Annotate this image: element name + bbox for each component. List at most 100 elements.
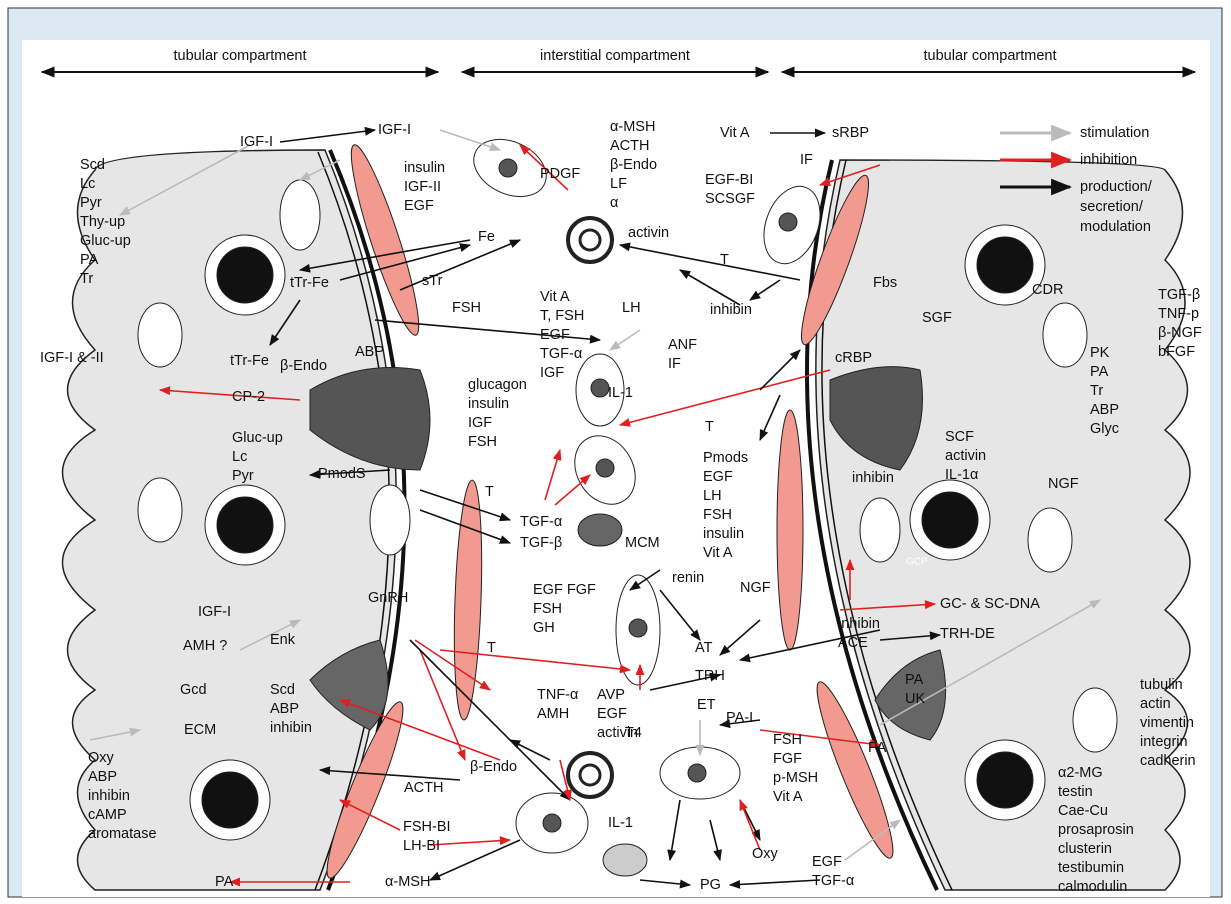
label: testin: [1058, 784, 1093, 800]
label: GC- & SC-DNA: [940, 596, 1040, 612]
label: insulin: [404, 160, 445, 176]
label: testibumin: [1058, 860, 1124, 876]
label: TGF-α: [812, 873, 854, 889]
label: FSH: [773, 732, 802, 748]
label: Vit A: [703, 545, 733, 561]
label: tTr-Fe: [290, 275, 329, 291]
label: cadherin: [1140, 753, 1196, 769]
label: IL-1: [608, 385, 633, 401]
label: PA: [80, 252, 99, 268]
label: FSH: [533, 601, 562, 617]
label: IF: [668, 356, 681, 372]
label: inhibin: [852, 470, 894, 486]
label: GCP: [906, 557, 928, 568]
label: T: [720, 252, 729, 268]
label: AMH ?: [183, 638, 227, 654]
label: Vit A: [773, 789, 803, 805]
label: ANF: [668, 337, 697, 353]
label: PA: [868, 740, 887, 756]
label: T: [485, 484, 494, 500]
label: Gluc-up: [232, 430, 283, 446]
label: inhibin: [838, 616, 880, 632]
label: PDGF: [540, 166, 580, 182]
label: IGF-I: [378, 122, 411, 138]
label: AT: [695, 640, 713, 656]
label: PK: [1090, 345, 1110, 361]
legend-label: production/: [1080, 179, 1153, 195]
label: NGF: [740, 580, 771, 596]
label: α2-MG: [1058, 765, 1103, 781]
label: Fbs: [873, 275, 897, 291]
label: Tr: [1090, 383, 1103, 399]
label: T: [705, 419, 714, 435]
label: SCSGF: [705, 191, 755, 207]
label: Pyr: [232, 468, 254, 484]
label: FSH-BI: [403, 819, 451, 835]
label: ABP: [270, 701, 299, 717]
label: vimentin: [1140, 715, 1194, 731]
label: FSH: [468, 434, 497, 450]
label: ABP: [88, 769, 117, 785]
legend-label: inhibition: [1080, 152, 1137, 168]
label: β-Endo: [470, 759, 517, 775]
label: SGF: [922, 310, 952, 326]
label: inhibin: [270, 720, 312, 736]
label: T4: [625, 725, 642, 741]
label: sTr: [422, 273, 443, 289]
label: EGF: [404, 198, 434, 214]
label: Vit A: [720, 125, 750, 141]
label: TNF-p: [1158, 306, 1199, 322]
label: Gluc-up: [80, 233, 131, 249]
label: PA: [215, 874, 234, 890]
label: TGF-α: [520, 514, 562, 530]
label: TRH: [695, 668, 725, 684]
label: Scd: [270, 682, 295, 698]
label: TGF-β: [1158, 287, 1200, 303]
label: Glyc: [1090, 421, 1119, 437]
label: Fe: [478, 229, 495, 245]
header-left: tubular compartment: [174, 48, 307, 64]
page: tubular compartment interstitial compart…: [0, 0, 1231, 904]
label: actin: [1140, 696, 1171, 712]
label: inhibin: [88, 788, 130, 804]
label: PG: [700, 877, 721, 893]
label: ABP: [1090, 402, 1119, 418]
label: ACTH: [610, 138, 649, 154]
label: EGF: [703, 469, 733, 485]
label: tTr-Fe: [230, 353, 269, 369]
label: Pmods: [703, 450, 748, 466]
label: PA-I: [726, 710, 753, 726]
label: cRBP: [835, 350, 872, 366]
label: activin: [945, 448, 986, 464]
label: sRBP: [832, 125, 869, 141]
label: tubulin: [1140, 677, 1183, 693]
label: GH: [533, 620, 555, 636]
label: TRH-DE: [940, 626, 995, 642]
header-right: tubular compartment: [924, 48, 1057, 64]
label: β-Endo: [610, 157, 657, 173]
label: bFGF: [1158, 344, 1195, 360]
label: Lc: [80, 176, 95, 192]
label: GnRH: [368, 590, 408, 606]
label: UK: [905, 691, 925, 707]
label: AMH: [537, 706, 569, 722]
label: FGF: [773, 751, 802, 767]
label: IGF-II: [404, 179, 441, 195]
label: aromatase: [88, 826, 157, 842]
label: IGF-I & -II: [40, 350, 104, 366]
label: LH: [703, 488, 722, 504]
label: Scd: [80, 157, 105, 173]
label: CP-2: [232, 389, 265, 405]
label: IGF-I: [240, 134, 273, 150]
label: Lc: [232, 449, 247, 465]
label: β-Endo: [280, 358, 327, 374]
label: activin: [628, 225, 669, 241]
label: TNF-α: [537, 687, 578, 703]
label: α-MSH: [610, 119, 655, 135]
label: IL-1: [608, 815, 633, 831]
label: IF: [800, 152, 813, 168]
label: TGF-β: [520, 535, 562, 551]
label: β-NGF: [1158, 325, 1202, 341]
label: α-MSH: [385, 874, 430, 890]
label: AVP: [597, 687, 625, 703]
